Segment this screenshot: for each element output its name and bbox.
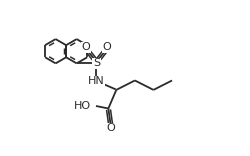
Text: O: O: [102, 42, 111, 52]
Text: HO: HO: [74, 101, 90, 111]
Text: S: S: [93, 58, 100, 68]
Text: O: O: [82, 42, 90, 52]
Text: O: O: [106, 123, 115, 133]
Text: HN: HN: [88, 76, 105, 86]
